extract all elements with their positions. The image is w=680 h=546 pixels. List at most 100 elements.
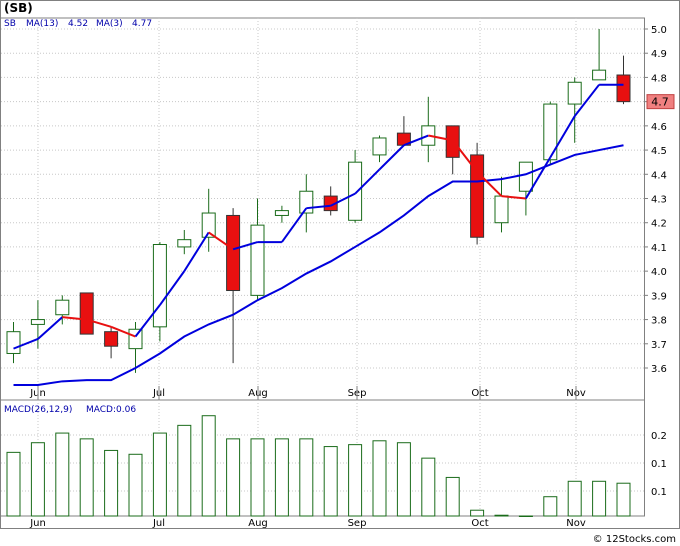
price-y-tick-label: 3.6 — [651, 364, 667, 375]
candle-body-down — [79, 292, 94, 335]
candle — [396, 116, 411, 146]
price-y-tick-label: 4.9 — [651, 49, 667, 60]
macd-bar — [274, 438, 289, 517]
candle-body-up — [274, 210, 289, 216]
candle — [348, 150, 363, 223]
candle — [30, 300, 45, 349]
macd-bar — [470, 509, 485, 517]
candle-body-up — [348, 161, 363, 221]
macd-y-tick-label: 0.2 — [651, 431, 667, 442]
legend-ma-short-value: 4.77 — [132, 19, 152, 29]
price-y-tick-label: 3.7 — [651, 340, 667, 351]
candle — [616, 55, 631, 105]
candle-body-up — [177, 239, 192, 248]
candle-body-up — [201, 212, 216, 238]
price-y-tick-label: 4.3 — [651, 195, 667, 206]
ma3-segment — [110, 325, 136, 338]
macd-bar — [445, 476, 460, 517]
ma3-segment — [549, 115, 576, 158]
macd-bar — [616, 482, 631, 517]
ma3-segment — [451, 139, 478, 173]
macd-x-tick-label: Jul — [152, 518, 165, 529]
macd-bar — [79, 438, 94, 517]
macd-bar — [177, 424, 192, 517]
candle-body-up — [55, 299, 70, 316]
ma3-segment — [354, 168, 381, 195]
price-y-tick-label: 3.9 — [651, 291, 667, 302]
macd-bar — [592, 480, 607, 517]
ma3-segment — [62, 316, 87, 321]
ma3-segment — [134, 304, 161, 338]
price-y-tick-label: 4.8 — [651, 73, 667, 84]
ma13-line — [13, 144, 624, 386]
candle — [494, 176, 509, 233]
candle-body-up — [543, 103, 558, 161]
price-y-tick-label: 4.0 — [651, 267, 667, 278]
candle — [421, 96, 436, 163]
candle — [250, 198, 265, 301]
candle — [592, 29, 607, 81]
ma3-segment — [208, 231, 234, 251]
candle — [104, 326, 119, 359]
candle — [299, 174, 314, 233]
candle-body-up — [421, 125, 436, 146]
macd-x-tick-label: Aug — [248, 518, 268, 529]
macd-bar — [6, 451, 21, 517]
price-panel-frame — [0, 17, 645, 401]
macd-x-tick-label: Jun — [29, 518, 46, 529]
macd-bar — [494, 514, 509, 517]
macd-bar — [226, 438, 241, 517]
ma3-segment — [501, 195, 526, 200]
ma3-segment — [525, 156, 552, 200]
macd-bar — [348, 444, 363, 517]
price-y-tick-label: 4.4 — [651, 170, 667, 181]
candle — [470, 142, 485, 245]
macd-x-tick-label: Oct — [471, 518, 488, 529]
ma3-segment — [428, 134, 453, 142]
price-y-tick-label: 4.5 — [651, 146, 667, 157]
candle-body-up — [494, 195, 509, 224]
candle — [567, 77, 582, 143]
macd-bar — [250, 438, 265, 517]
macd-bar — [201, 415, 216, 517]
chart-title: (SB) — [4, 1, 33, 15]
macd-value-label: MACD:0.06 — [86, 405, 136, 415]
candle-body-down — [616, 74, 631, 103]
macd-y-tick-label: 0.1 — [651, 487, 667, 498]
candle-body-up — [152, 244, 167, 328]
macd-x-tick-label: Nov — [566, 518, 586, 529]
macd-bar — [518, 515, 533, 517]
current-price-marker: 4.7 — [646, 94, 675, 110]
candle-body-up — [128, 328, 143, 350]
ma3-segment — [306, 204, 331, 210]
ma3-segment — [37, 316, 63, 340]
macd-bar — [323, 446, 338, 517]
macd-bar — [55, 432, 70, 517]
price-y-tick-label: 4.1 — [651, 243, 667, 254]
macd-bar — [543, 496, 558, 517]
ma3-segment — [476, 171, 503, 197]
macd-bar — [421, 457, 436, 517]
candle — [128, 321, 143, 373]
chart-outer-frame — [0, 0, 680, 529]
ma3-segment — [403, 134, 429, 147]
macd-bar — [128, 453, 143, 517]
candle — [6, 321, 21, 364]
legend-ma-long-label: MA(13) — [26, 19, 58, 29]
candle — [79, 292, 94, 335]
candle — [152, 242, 167, 342]
price-grid: Jun Jul Aug Sep Oct Nov3.63.73.83.94.04.14.24… — [1, 18, 667, 400]
candle-body-up — [30, 319, 45, 325]
ma3-segment — [378, 144, 405, 171]
candle — [372, 135, 387, 163]
ma3-segment — [330, 192, 356, 207]
ma3-segment — [573, 84, 600, 117]
macd-bar — [372, 440, 387, 517]
ma3-segment — [13, 338, 39, 350]
current-price-box — [646, 94, 675, 110]
macd-bar — [30, 442, 45, 517]
macd-x-tick-label: Sep — [348, 518, 367, 529]
candle-body-up — [567, 81, 582, 105]
moving-average-lines — [13, 83, 624, 386]
